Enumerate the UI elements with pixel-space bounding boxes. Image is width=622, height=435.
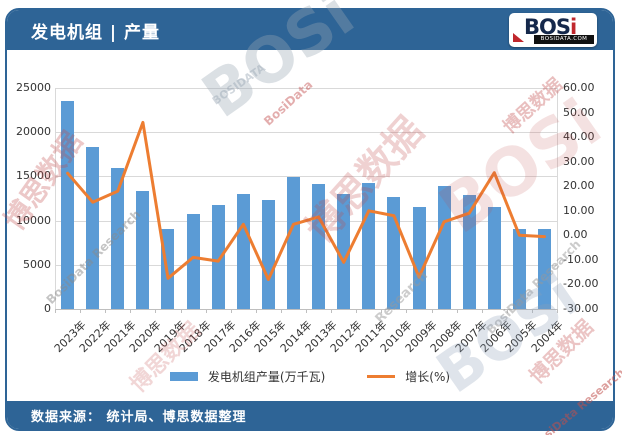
x-axis-tick-mark — [381, 309, 383, 313]
right-axis-tick-label: 10.00 — [563, 203, 595, 217]
x-axis-tick-mark — [80, 309, 82, 313]
gridline — [55, 132, 557, 134]
x-axis-tick-mark — [55, 309, 56, 313]
growth-line — [66, 120, 546, 281]
chart-plot-area: 发电机组产量(万千瓦) 增长(%) 25000 20000 15000 10000 50… — [7, 50, 613, 401]
x-axis-tick-mark — [105, 309, 107, 313]
bar-2021年 — [111, 167, 125, 309]
right-axis-tick-label: 30.00 — [563, 154, 595, 168]
right-axis-tick-label: 0.00 — [563, 228, 588, 242]
logo-site-label: BOSIDATA.COM — [534, 35, 594, 44]
bosi-logo: BOSi BOSIDATA.COM — [509, 13, 597, 47]
legend-bar-label: 发电机组产量(万千瓦) — [207, 370, 326, 384]
x-axis-tick-mark — [456, 309, 458, 313]
x-axis-tick-mark — [481, 309, 483, 313]
x-axis-tick-mark — [230, 309, 232, 313]
left-axis-tick-label: 0 — [44, 302, 51, 315]
x-axis-tick-mark — [557, 309, 558, 313]
chart-legend: 发电机组产量(万千瓦) 增长(%) — [7, 368, 613, 385]
bar-2023年 — [61, 101, 74, 309]
x-axis-tick-mark — [205, 309, 207, 313]
left-axis-tick-label: 25000 — [16, 81, 51, 94]
logo-triangle-icon — [513, 33, 524, 42]
left-axis-tick-label: 5000 — [23, 257, 51, 271]
gridline — [55, 264, 557, 266]
bar-2022年 — [86, 147, 100, 309]
chart-card: 发电机组 | 产量 BOSi BOSIDATA.COM 发电机组产量(万千瓦) … — [5, 8, 615, 431]
legend-line-label: 增长(%) — [405, 370, 451, 384]
right-axis-tick-label: 60.00 — [563, 81, 595, 94]
bar-2004年 — [538, 229, 551, 309]
chart-title: 发电机组 | 产量 — [31, 23, 161, 43]
bar-2008年 — [437, 186, 451, 309]
bar-2012年 — [337, 194, 351, 309]
x-axis-tick-mark — [531, 309, 533, 313]
x-axis-tick-mark — [180, 309, 182, 313]
x-axis-tick-mark — [431, 309, 433, 313]
x-axis-tick-mark — [155, 309, 157, 313]
bar-2007年 — [462, 195, 476, 309]
bar-2017年 — [211, 204, 225, 309]
bar-2020年 — [136, 190, 150, 309]
legend-line-swatch-icon — [367, 375, 396, 378]
bar-2016年 — [236, 194, 250, 309]
x-axis-tick-mark — [306, 309, 307, 313]
data-source-note: 数据来源： 统计局、博思数据整理 — [31, 410, 247, 425]
x-axis-tick-mark — [506, 309, 508, 313]
left-axis-tick-label: 20000 — [16, 125, 51, 139]
x-axis-tick-mark — [331, 309, 333, 313]
bar-2015年 — [261, 200, 275, 309]
bar-2009年 — [412, 206, 426, 309]
left-axis-line — [55, 88, 56, 309]
right-axis-line — [557, 88, 558, 309]
bar-2006年 — [487, 207, 501, 309]
gridline — [55, 176, 557, 178]
left-axis-tick-label: 10000 — [16, 213, 51, 227]
right-axis-tick-label: 20.00 — [563, 179, 595, 193]
x-axis-tick-mark — [130, 309, 132, 313]
bar-2014年 — [287, 177, 300, 309]
x-axis-tick-mark — [255, 309, 257, 313]
chart-footer: 数据来源： 统计局、博思数据整理 — [7, 401, 613, 429]
left-axis-tick-label: 15000 — [16, 169, 51, 183]
gridline — [55, 88, 557, 89]
chart-header: 发电机组 | 产量 BOSi BOSIDATA.COM — [7, 10, 613, 50]
bar-2005年 — [512, 229, 526, 309]
right-axis-tick-label: -20.00 — [563, 277, 599, 291]
x-axis-tick-mark — [356, 309, 358, 313]
legend-bar-swatch-icon — [169, 372, 198, 381]
bar-2018年 — [186, 214, 200, 309]
x-axis-tick-mark — [280, 309, 282, 313]
bar-2013年 — [312, 184, 326, 309]
right-axis-tick-label: -10.00 — [563, 252, 599, 266]
logo-text-accent: i — [569, 15, 577, 39]
right-axis-tick-label: 50.00 — [563, 105, 595, 119]
right-axis-tick-label: -30.00 — [563, 302, 599, 315]
x-axis-tick-mark — [406, 309, 408, 313]
right-axis-tick-label: 40.00 — [563, 130, 595, 144]
